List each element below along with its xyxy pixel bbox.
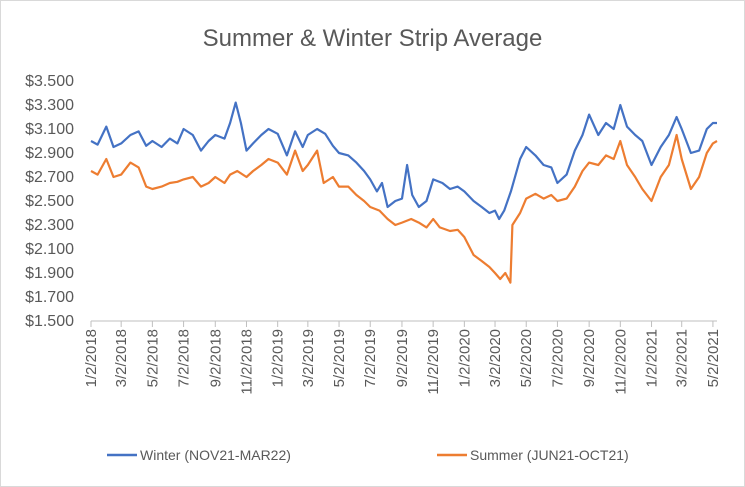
y-tick-label: $2.500 bbox=[25, 193, 74, 210]
y-tick-label: $3.100 bbox=[25, 121, 74, 138]
x-tick-label: 7/2/2018 bbox=[176, 329, 193, 387]
x-tick-label: 3/2/2021 bbox=[674, 329, 691, 387]
series-line-winter bbox=[90, 101, 717, 221]
x-tick-label: 7/2/2019 bbox=[362, 329, 379, 387]
x-tick-label: 1/2/2021 bbox=[644, 329, 661, 387]
legend-label-winter: Winter (NOV21-MAR22) bbox=[140, 447, 291, 463]
y-tick-label: $2.100 bbox=[25, 241, 74, 258]
y-tick-label: $1.900 bbox=[25, 265, 74, 282]
x-tick-label: 11/2/2019 bbox=[425, 329, 442, 395]
x-tick-label: 3/2/2019 bbox=[300, 329, 317, 387]
x-tick-label: 3/2/2018 bbox=[113, 329, 130, 387]
x-tick-label: 5/2/2019 bbox=[331, 329, 348, 387]
legend-label-summer: Summer (JUN21-OCT21) bbox=[470, 447, 629, 463]
x-tick-label: 1/2/2020 bbox=[456, 329, 473, 387]
x-tick-label: 3/2/2020 bbox=[487, 329, 504, 387]
chart-title: Summer & Winter Strip Average bbox=[202, 25, 543, 52]
y-tick-label: $3.500 bbox=[25, 73, 74, 90]
legend: Winter (NOV21-MAR22) Summer (JUN21-OCT21) bbox=[107, 447, 629, 463]
y-tick-label: $2.900 bbox=[25, 145, 74, 162]
y-tick-label: $2.300 bbox=[25, 217, 74, 234]
x-tick-label: 11/2/2020 bbox=[612, 329, 629, 395]
y-tick-label: $1.500 bbox=[25, 313, 74, 330]
axes: $1.500 $1.700 $1.900 $2.100 $2.300 $2.500 $2.7… bbox=[25, 73, 722, 395]
y-tick-label: $2.700 bbox=[25, 169, 74, 186]
x-tick-label: 9/2/2020 bbox=[581, 329, 598, 387]
series-layer bbox=[90, 101, 718, 284]
y-tick-label: $3.300 bbox=[25, 97, 74, 114]
x-tick-label: 5/2/2020 bbox=[518, 329, 535, 387]
x-tick-label: 9/2/2019 bbox=[394, 329, 411, 387]
x-tick-label: 1/2/2019 bbox=[270, 329, 287, 387]
x-tick-label: 1/2/2018 bbox=[83, 329, 100, 387]
x-tick-label: 7/2/2020 bbox=[549, 329, 566, 387]
series-line-summer bbox=[90, 133, 718, 284]
y-tick-label: $1.700 bbox=[25, 289, 74, 306]
x-tick-label: 5/2/2018 bbox=[144, 329, 161, 387]
x-tick-label: 11/2/2018 bbox=[238, 329, 255, 395]
x-tick-label: 9/2/2018 bbox=[207, 329, 224, 387]
x-tick-label: 5/2/2021 bbox=[705, 329, 722, 387]
